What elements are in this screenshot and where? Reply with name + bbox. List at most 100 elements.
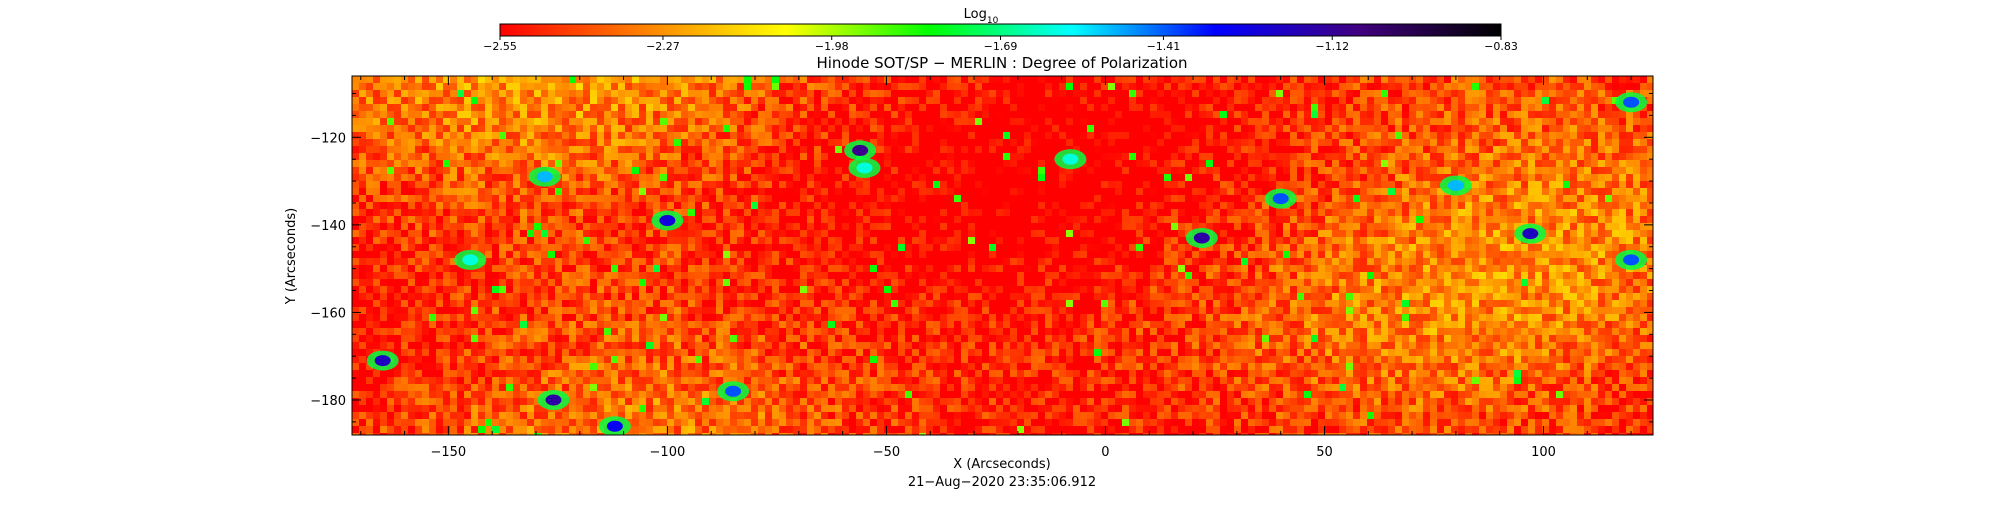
heatmap-cell: [1136, 223, 1144, 231]
heatmap-cell: [1437, 244, 1445, 252]
heatmap-cell: [1010, 223, 1018, 231]
heatmap-cell: [1374, 223, 1382, 231]
heatmap-cell: [380, 160, 388, 168]
heatmap-cell: [779, 111, 787, 119]
heatmap-cell: [1584, 251, 1592, 259]
heatmap-cell: [1206, 153, 1214, 161]
heatmap-cell: [394, 76, 402, 84]
heatmap-cell: [1430, 111, 1438, 119]
heatmap-cell: [1185, 118, 1193, 126]
heatmap-cell: [1318, 202, 1326, 210]
heatmap-cell: [1388, 118, 1396, 126]
heatmap-cell: [1115, 153, 1123, 161]
heatmap-cell: [1493, 160, 1501, 168]
heatmap-cell: [1584, 230, 1592, 238]
heatmap-cell: [919, 76, 927, 84]
heatmap-cell: [394, 188, 402, 196]
heatmap-cell: [352, 244, 360, 252]
heatmap-cell: [779, 139, 787, 147]
heatmap-cell: [1486, 76, 1494, 84]
heatmap-cell: [1584, 216, 1592, 224]
heatmap-cell: [835, 97, 843, 105]
heatmap-cell: [471, 181, 479, 189]
heatmap-cell: [457, 111, 465, 119]
heatmap-cell: [1045, 167, 1053, 175]
heatmap-cell: [1514, 83, 1522, 91]
heatmap-cell: [737, 111, 745, 119]
heatmap-cell: [1136, 181, 1144, 189]
heatmap-cell: [1241, 139, 1249, 147]
heatmap-cell: [968, 90, 976, 98]
heatmap-cell: [1367, 195, 1375, 203]
heatmap-cell: [744, 125, 752, 133]
heatmap-cell: [1360, 146, 1368, 154]
heatmap-cell: [1143, 83, 1151, 91]
heatmap-cell: [1234, 132, 1242, 140]
heatmap-cell: [359, 258, 367, 266]
heatmap-cell: [1199, 202, 1207, 210]
heatmap-cell: [534, 160, 542, 168]
heatmap-cell: [457, 76, 465, 84]
heatmap-cell: [1094, 118, 1102, 126]
heatmap-cell: [366, 174, 374, 182]
heatmap-cell: [898, 111, 906, 119]
heatmap-cell: [1612, 139, 1620, 147]
heatmap-cell: [1136, 139, 1144, 147]
heatmap-cell: [1171, 76, 1179, 84]
heatmap-cell: [1591, 244, 1599, 252]
heatmap-cell: [597, 132, 605, 140]
heatmap-cell: [1136, 97, 1144, 105]
heatmap-cell: [436, 97, 444, 105]
heatmap-cell: [961, 188, 969, 196]
heatmap-cell: [772, 139, 780, 147]
heatmap-cell: [1304, 160, 1312, 168]
heatmap-cell: [1164, 244, 1172, 252]
heatmap-cell: [1234, 216, 1242, 224]
heatmap-cell: [653, 90, 661, 98]
heatmap-cell: [1493, 118, 1501, 126]
heatmap-cell: [1101, 118, 1109, 126]
heatmap-cell: [1017, 188, 1025, 196]
heatmap-cell: [618, 244, 626, 252]
heatmap-cell: [1577, 230, 1585, 238]
heatmap-cell: [667, 237, 675, 245]
heatmap-cell: [548, 230, 556, 238]
heatmap-cell: [947, 209, 955, 217]
heatmap-cell: [681, 174, 689, 182]
heatmap-cell: [1458, 167, 1466, 175]
heatmap-cell: [548, 244, 556, 252]
heatmap-cell: [1199, 167, 1207, 175]
heatmap-cell: [863, 209, 871, 217]
heatmap-cell: [1206, 174, 1214, 182]
heatmap-cell: [1346, 244, 1354, 252]
heatmap-cell: [1346, 167, 1354, 175]
heatmap-cell: [821, 118, 829, 126]
heatmap-cell: [947, 139, 955, 147]
heatmap-cell: [898, 174, 906, 182]
heatmap-cell: [933, 195, 941, 203]
heatmap-cell: [1108, 258, 1116, 266]
heatmap-cell: [968, 181, 976, 189]
heatmap-cell: [1157, 195, 1165, 203]
heatmap-cell: [772, 244, 780, 252]
heatmap-cell: [1598, 223, 1606, 231]
heatmap-cell: [1024, 209, 1032, 217]
heatmap-cell: [1360, 104, 1368, 112]
heatmap-cell: [1353, 104, 1361, 112]
heatmap-cell: [737, 104, 745, 112]
heatmap-cell: [1150, 174, 1158, 182]
heatmap-cell: [1136, 237, 1144, 245]
heatmap-cell: [513, 83, 521, 91]
heatmap-cell: [499, 118, 507, 126]
heatmap-cell: [1045, 209, 1053, 217]
heatmap-cell: [996, 251, 1004, 259]
heatmap-cell: [478, 195, 486, 203]
heatmap-cell: [1297, 132, 1305, 140]
heatmap-cell: [800, 223, 808, 231]
heatmap-cell: [464, 125, 472, 133]
heatmap-cell: [1556, 237, 1564, 245]
heatmap-cell: [1402, 188, 1410, 196]
heatmap-cell: [429, 104, 437, 112]
heatmap-cell: [1584, 237, 1592, 245]
heatmap-cell: [618, 83, 626, 91]
